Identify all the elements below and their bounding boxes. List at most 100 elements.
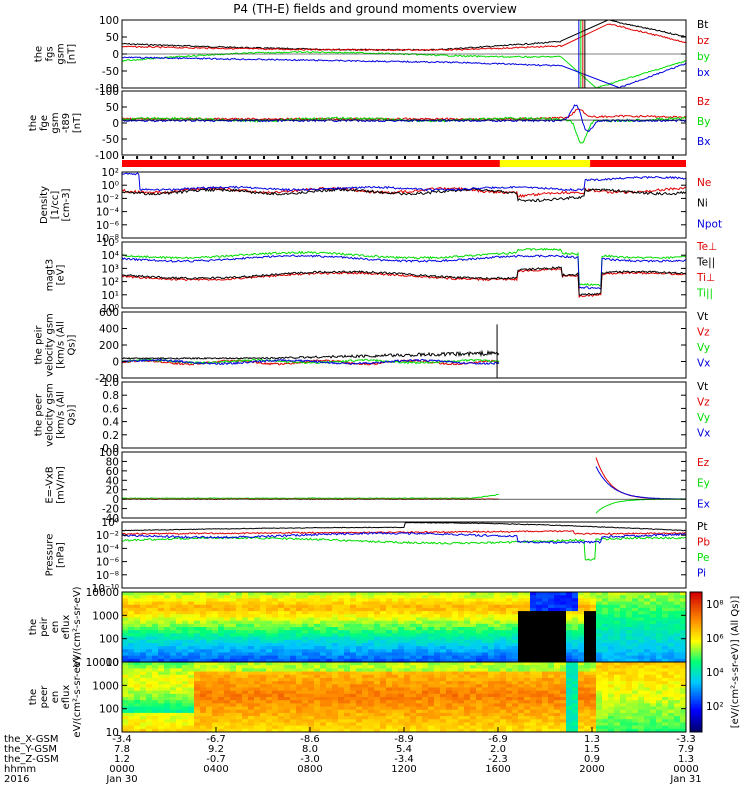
peir-spec-cell — [638, 623, 645, 628]
peir-spec-cell — [416, 627, 423, 631]
peir-spec-cell — [398, 592, 405, 596]
peir-spec-cell — [644, 623, 651, 628]
peir-spec-cell — [488, 620, 495, 625]
peer-spec-cell — [488, 709, 495, 714]
mode-tick — [404, 156, 406, 159]
peer-spec-cell — [488, 662, 495, 666]
peir-spec-cell — [368, 639, 375, 644]
peer-spec-cell — [626, 716, 633, 720]
peer-spec-cell — [296, 684, 303, 688]
peer-spec-cell — [542, 725, 549, 730]
peir-spec-cell — [632, 611, 639, 615]
peer-spec-cell — [584, 716, 591, 720]
peir-spec-cell — [650, 630, 657, 634]
peer-spec-cell — [176, 662, 183, 666]
peir-spec-cell — [206, 627, 213, 631]
peir-spec-cell — [242, 636, 249, 641]
peir-spec-cell — [566, 617, 573, 622]
peir-spec-cell — [272, 646, 279, 650]
peir-spec-cell — [122, 639, 129, 644]
peer-spec-cell — [206, 662, 213, 666]
peer-spec-cell — [518, 700, 525, 704]
peer-spec-cell — [512, 712, 519, 717]
peir-spec-cell — [176, 598, 183, 603]
peer-spec-cell — [578, 716, 585, 720]
peer-spec-cell — [458, 687, 465, 692]
peir-spec-cell — [656, 636, 663, 641]
peir-spec-cell — [440, 592, 447, 596]
peer-spec-cell — [398, 728, 405, 733]
peer-spec-cell — [194, 719, 201, 723]
peir-spec-cell — [362, 604, 369, 609]
peir-spec-cell — [332, 649, 339, 653]
peer-spec-cell — [386, 668, 393, 673]
peir-spec-cell — [458, 601, 465, 606]
peir-spec-cell — [146, 658, 153, 663]
peer-spec-cell — [326, 677, 333, 682]
peer-spec-cell — [656, 665, 663, 669]
peir-spec-cell — [260, 598, 267, 603]
peir-spec-cell — [614, 646, 621, 650]
peir-spec-cell — [434, 630, 441, 634]
peer-spec-cell — [290, 725, 297, 730]
peer-spec-cell — [206, 697, 213, 701]
mode-tick — [291, 156, 294, 159]
peir-spec-cell — [572, 630, 579, 634]
peir-spec-cell — [572, 646, 579, 650]
peer-spec-cell — [638, 690, 645, 695]
peir-spec-cell — [290, 633, 297, 638]
peir-spec-cell — [416, 617, 423, 622]
peer-spec-cell — [602, 674, 609, 679]
peer-spec-cell — [518, 687, 525, 692]
peer-spec-cell — [428, 700, 435, 704]
peer-spec-cell — [458, 677, 465, 682]
peer-spec-cell — [212, 693, 219, 698]
peer-spec-cell — [410, 709, 417, 714]
peer-spec-cell — [386, 712, 393, 717]
peir-spec-cell — [272, 655, 279, 660]
peir-spec-cell — [638, 592, 645, 596]
peir-spec-cell — [218, 604, 225, 609]
peer-spec-cell — [302, 728, 309, 733]
efield-legend-2: Ex — [697, 498, 710, 510]
peer-spec-cell — [158, 722, 165, 727]
peir-spec-cell — [344, 630, 351, 634]
peer-spec-cell — [644, 700, 651, 704]
mode-tick — [474, 156, 477, 159]
peer-spec-cell — [350, 728, 357, 733]
peer-spec-cell — [260, 693, 267, 698]
peer-spec-cell — [314, 716, 321, 720]
peir-spec-cell — [650, 639, 657, 644]
peir-spec-cell — [404, 592, 411, 596]
peir-spec-cell — [344, 598, 351, 603]
density-legend-2: Npot — [697, 218, 722, 230]
peer-spec-cell — [398, 665, 405, 669]
peir-spec-cell — [206, 652, 213, 657]
peir-spec-cell — [212, 623, 219, 628]
peer-spec-cell — [134, 693, 141, 698]
peer-spec-cell — [296, 681, 303, 685]
peir-spec-cell — [230, 649, 237, 653]
peir-spec-cell — [182, 617, 189, 622]
peer-spec-cell — [416, 706, 423, 711]
peer-vel-tick-label: 0.0 — [102, 443, 119, 455]
peir-spec-cell — [170, 604, 177, 609]
peer-spec-cell — [476, 690, 483, 695]
peer-spec-cell — [380, 725, 387, 730]
peer-spec-cell — [422, 709, 429, 714]
peir-spec-cell — [170, 652, 177, 657]
peer-spec-cell — [566, 690, 573, 695]
colorbar-cell — [690, 654, 702, 657]
peer-spec-cell — [122, 690, 129, 695]
peir-spec-cell — [392, 655, 399, 660]
peer-spec-cell — [422, 697, 429, 701]
peer-spec-cell — [500, 665, 507, 669]
peer-spec-cell — [572, 703, 579, 708]
peer-spec-cell — [254, 719, 261, 723]
pressure-tick-label: 10⁻⁶ — [96, 557, 119, 569]
peer-spec-cell — [428, 703, 435, 708]
peir-spec-cell — [470, 655, 477, 660]
peer-spec-cell — [176, 728, 183, 733]
peer-spec-cell — [644, 703, 651, 708]
